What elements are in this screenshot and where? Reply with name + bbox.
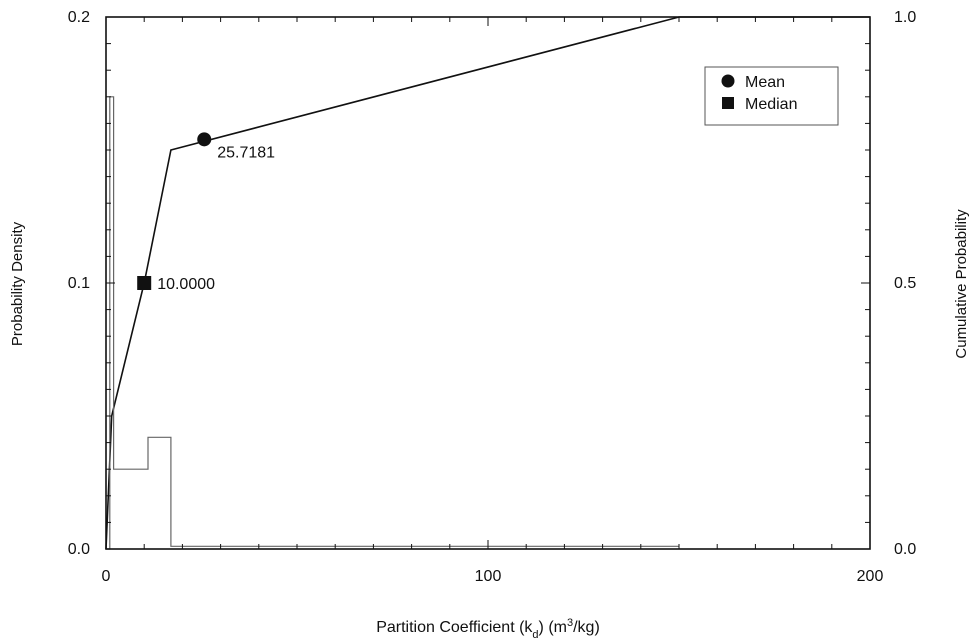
mean-marker [197, 132, 212, 147]
x-tick-label: 200 [857, 568, 884, 585]
mean-value-label: 25.7181 [217, 144, 275, 161]
x-tick-label: 100 [475, 568, 502, 585]
legend: Mean Median [704, 66, 839, 126]
legend-mean-marker [721, 74, 735, 88]
legend-box [704, 66, 839, 126]
median-value-label: 10.0000 [157, 276, 215, 293]
y-right-tick-label: 0.5 [894, 275, 916, 292]
x-tick-label: 0 [102, 568, 111, 585]
y-left-tick-label: 0.2 [68, 9, 90, 26]
density-series-line [106, 96, 679, 550]
x-axis-label: Partition Coefficient (kd) (m3/kg) [376, 617, 600, 641]
legend-median-marker [722, 97, 734, 109]
legend-mean-label: Mean [745, 74, 785, 91]
legend-median-label: Median [745, 96, 797, 113]
y-axis-right-label: Cumulative Probability [953, 209, 970, 359]
y-right-tick-label: 1.0 [894, 9, 916, 26]
y-right-tick-label: 0.0 [894, 541, 916, 558]
axes: 0 100 200 0.0 0.1 0.2 0.0 0.5 1.0 [68, 9, 917, 585]
y-left-tick-label: 0.1 [68, 275, 90, 292]
y-axis-left-label: Probability Density [9, 221, 26, 346]
median-marker [137, 276, 152, 290]
y-left-tick-label: 0.0 [68, 541, 90, 558]
